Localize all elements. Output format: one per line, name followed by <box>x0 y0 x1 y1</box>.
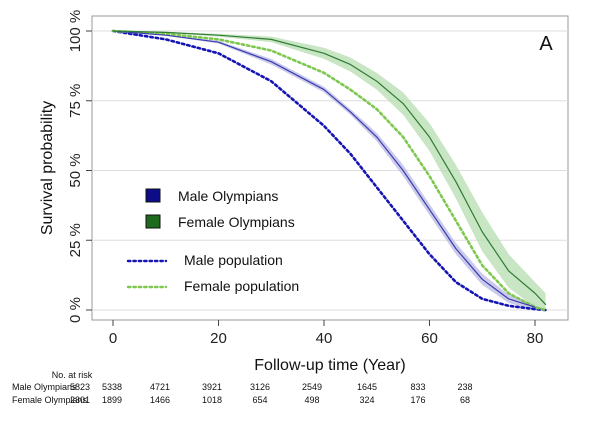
risk-cell-0-4: 3126 <box>250 382 270 392</box>
risk-cell-1-4: 654 <box>252 395 267 405</box>
risk-cell-1-7: 176 <box>410 395 425 405</box>
x-axis-ticks: 0 20 40 60 80 <box>109 320 544 347</box>
series-line-1 <box>112 30 547 306</box>
y-axis-label: Survival probability <box>39 101 56 235</box>
y-tick-label-1: 25 % <box>67 223 84 257</box>
risk-cell-1-2: 1466 <box>150 395 170 405</box>
legend-label-3: Female population <box>184 278 299 294</box>
series-line-0 <box>112 30 536 308</box>
x-axis-label: Follow-up time (Year) <box>254 357 405 374</box>
series-lines <box>111 29 547 312</box>
risk-cell-0-3: 3921 <box>202 382 222 392</box>
panel-label: A <box>539 33 553 55</box>
x-tick-label-2: 40 <box>316 330 333 347</box>
risk-cell-0-1: 5338 <box>102 382 122 392</box>
risk-cell-0-8: 238 <box>457 382 472 392</box>
risk-table-title: No. at risk <box>52 370 93 380</box>
y-tick-label-4: 100 % <box>67 10 84 53</box>
x-tick-label-0: 0 <box>109 330 117 347</box>
legend: Male Olympians Female Olympians Male popul… <box>126 188 299 294</box>
y-axis-ticks: 0 % 25 % 50 % 75 % 100 % <box>67 10 92 323</box>
legend-label-0: Male Olympians <box>178 188 278 204</box>
risk-cell-1-8: 68 <box>460 395 470 405</box>
x-tick-label-1: 20 <box>210 330 227 347</box>
series-line-2 <box>111 29 547 312</box>
legend-key-0 <box>145 188 161 203</box>
risk-cell-0-6: 1645 <box>357 382 377 392</box>
plot-frame <box>91 15 569 321</box>
risk-row-label-0: Male Olympians <box>12 382 77 392</box>
risk-cell-1-6: 324 <box>359 395 374 405</box>
risk-cell-1-5: 498 <box>304 395 319 405</box>
confidence-bands <box>113 31 546 310</box>
y-tick-label-3: 75 % <box>67 84 84 118</box>
risk-row-label-1: Female Olympians <box>12 395 88 405</box>
risk-cell-0-0: 5823 <box>70 382 90 392</box>
risk-cell-0-5: 2549 <box>302 382 322 392</box>
risk-cell-1-3: 1018 <box>202 395 222 405</box>
y-tick-label-2: 50 % <box>67 153 84 187</box>
legend-label-2: Male population <box>184 252 283 268</box>
risk-cell-0-7: 833 <box>410 382 425 392</box>
legend-key-1 <box>145 214 161 229</box>
ci-band-0 <box>113 31 535 310</box>
y-tick-label-0: 0 % <box>67 297 84 323</box>
risk-cell-1-0: 2301 <box>70 395 90 405</box>
risk-cell-0-2: 4721 <box>150 382 170 392</box>
x-tick-label-4: 80 <box>527 330 544 347</box>
legend-label-1: Female Olympians <box>178 214 295 230</box>
x-tick-label-3: 60 <box>421 330 438 347</box>
series-line-3 <box>111 29 547 312</box>
risk-cell-1-1: 1899 <box>102 395 122 405</box>
